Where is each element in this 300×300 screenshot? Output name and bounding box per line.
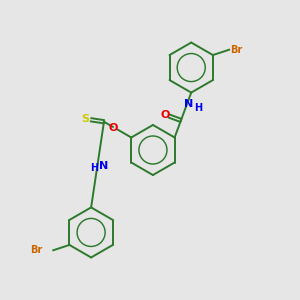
Text: H: H — [195, 103, 203, 113]
Text: Br: Br — [30, 245, 42, 255]
Text: Br: Br — [230, 45, 242, 55]
Text: S: S — [82, 114, 90, 124]
Text: H: H — [91, 164, 99, 173]
Text: O: O — [160, 110, 170, 120]
Text: N: N — [99, 160, 109, 170]
Text: O: O — [109, 123, 118, 133]
Text: N: N — [184, 100, 193, 110]
